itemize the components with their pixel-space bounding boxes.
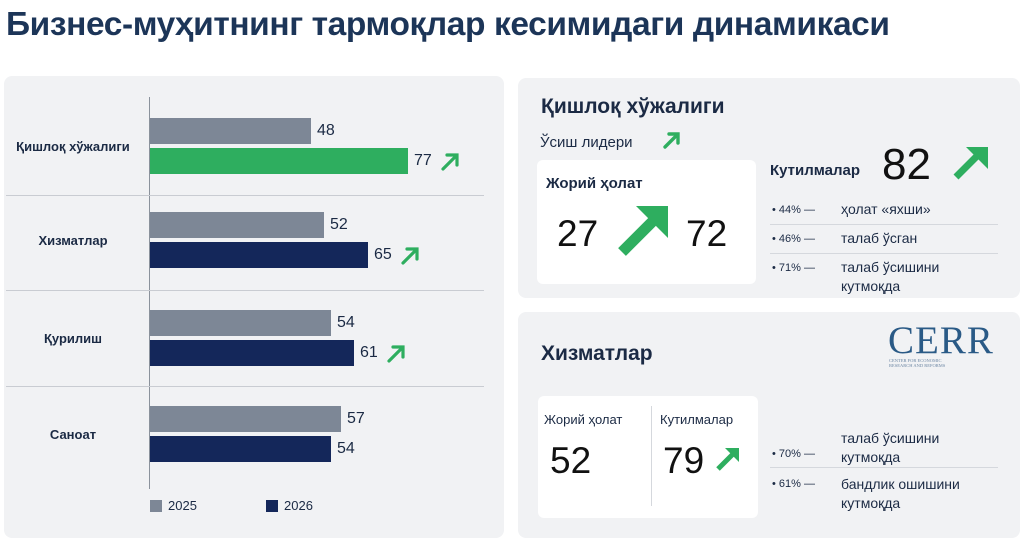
- arrow-up-right-icon: [387, 345, 405, 363]
- agriculture-title: Қишлоқ хўжалиги: [541, 95, 725, 118]
- chart-axis: [149, 97, 150, 489]
- cerr-logo-word: CERR: [888, 319, 994, 362]
- arrow-up-right-icon: [716, 448, 739, 471]
- bar-2026: [150, 340, 354, 366]
- legend-swatch-2026: [266, 500, 278, 512]
- expectations-value: 79: [663, 440, 705, 481]
- divider: [770, 224, 998, 225]
- value-label-2025: 48: [317, 122, 335, 139]
- legend-swatch-2025: [150, 500, 162, 512]
- bullet-text: бандлик ошишини: [841, 476, 960, 492]
- value-label-2026: 77: [414, 152, 432, 169]
- bullet-pct: • 70% —: [772, 448, 815, 460]
- bar-2025: [150, 406, 341, 432]
- bar-2026: [150, 242, 368, 268]
- expectations-label: Кутилмалар: [770, 162, 861, 179]
- services-card: [538, 396, 758, 518]
- category-label: Хизматлар: [38, 233, 108, 248]
- value-label-2025: 52: [330, 216, 348, 233]
- arrow-up-right-icon: [618, 206, 668, 256]
- bullet-text: кутмоқда: [841, 449, 901, 465]
- card-divider: [651, 406, 652, 506]
- legend-label-2025: 2025: [168, 498, 197, 513]
- arrow-up-right-icon: [953, 147, 988, 180]
- bullet-pct: • 44% —: [772, 204, 815, 216]
- value-label-2026: 65: [374, 246, 392, 263]
- bullet-text: талаб ўсишини: [841, 259, 940, 275]
- current-state-to: 72: [686, 213, 728, 254]
- bullet-pct: • 61% —: [772, 478, 815, 490]
- growth-leader-label: Ўсиш лидери: [540, 134, 633, 151]
- value-label-2025: 57: [347, 410, 365, 427]
- legend-label-2026: 2026: [284, 498, 313, 513]
- arrow-up-right-icon: [441, 153, 459, 171]
- page-title: Бизнес-муҳитнинг тармоқлар кесимидаги ди…: [6, 6, 890, 43]
- value-label-2026: 54: [337, 440, 355, 457]
- expectations-label: Кутилмалар: [660, 412, 734, 427]
- category-label: Қишлоқ хўжалиги: [16, 139, 130, 154]
- bullet-text: талаб ўсган: [841, 230, 918, 246]
- bar-2025: [150, 310, 331, 336]
- divider: [770, 467, 998, 468]
- bar-2025: [150, 118, 311, 144]
- bullet-text: ҳолат «яхши»: [841, 201, 931, 217]
- bullet-text: кутмоқда: [841, 495, 901, 511]
- cerr-logo: CERR CENTER FOR ECONOMIC RESEARCH AND REF…: [888, 318, 1000, 374]
- current-state-from: 27: [557, 213, 599, 254]
- arrow-up-right-icon: [663, 132, 680, 149]
- category-separator: [6, 290, 484, 291]
- category-label: Саноат: [49, 427, 97, 442]
- arrow-up-right-icon: [401, 247, 419, 265]
- value-label-2026: 61: [360, 344, 378, 361]
- value-label-2025: 54: [337, 314, 355, 331]
- divider: [770, 253, 998, 254]
- bar-2026: [150, 436, 331, 462]
- cerr-logo-subtitle: CENTER FOR ECONOMIC RESEARCH AND REFORMS: [889, 358, 946, 368]
- bar-2025: [150, 212, 324, 238]
- current-state-value: 52: [550, 440, 592, 481]
- category-separator: [6, 386, 484, 387]
- bullet-text: кутмоқда: [841, 278, 901, 294]
- services-title: Хизматлар: [541, 342, 653, 365]
- bullet-pct: • 46% —: [772, 233, 815, 245]
- bullet-pct: • 71% —: [772, 262, 815, 274]
- current-state-label: Жорий ҳолат: [546, 175, 643, 192]
- bar-2026: [150, 148, 408, 174]
- bullet-text: талаб ўсишини: [841, 430, 940, 446]
- expectations-value: 82: [882, 140, 931, 189]
- category-label: Қурилиш: [43, 331, 102, 346]
- category-separator: [6, 195, 484, 196]
- current-state-label: Жорий ҳолат: [544, 412, 623, 427]
